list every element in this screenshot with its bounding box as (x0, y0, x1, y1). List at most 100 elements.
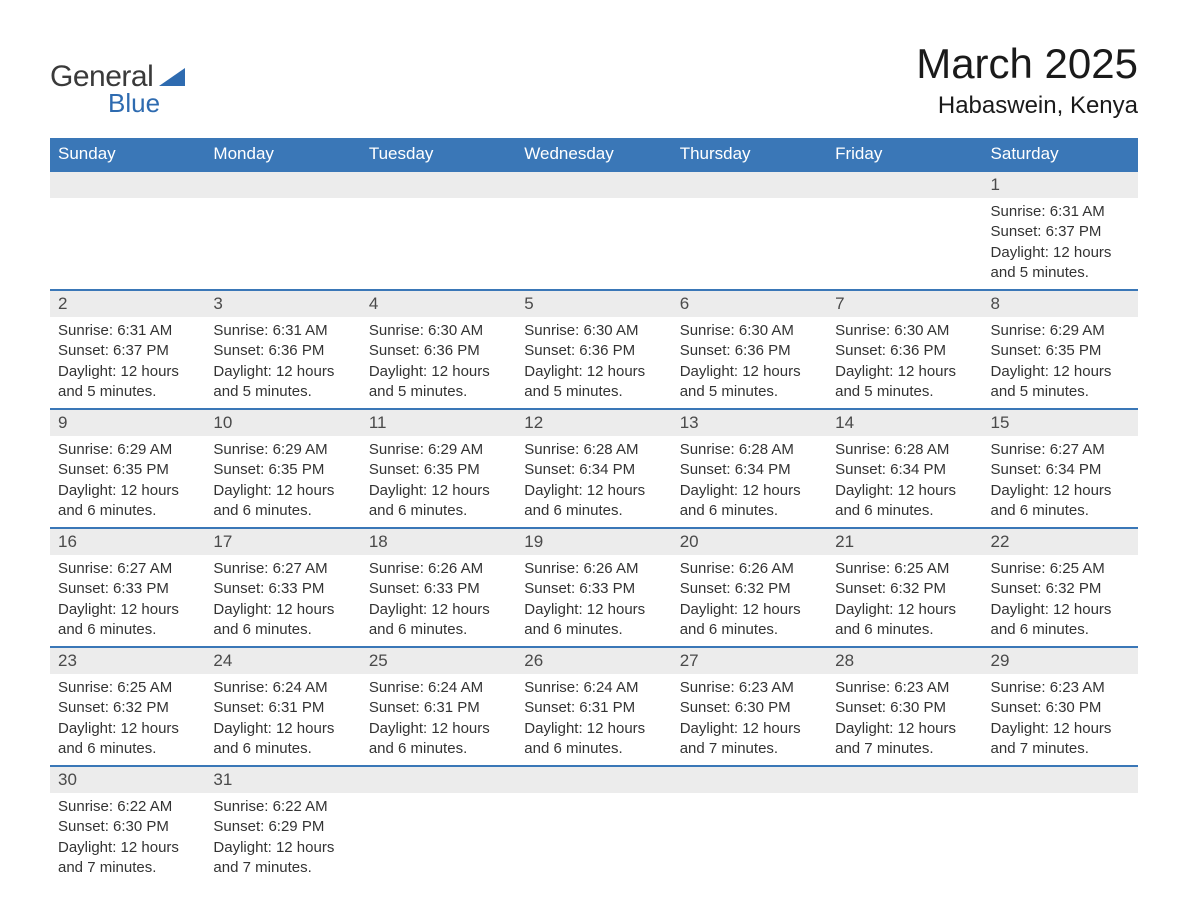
sunrise-text: Sunrise: 6:31 AM (213, 321, 352, 341)
day-detail-cell: Sunrise: 6:26 AMSunset: 6:33 PMDaylight:… (516, 555, 671, 647)
day-number-cell: 30 (50, 766, 205, 793)
day-number-cell: 9 (50, 409, 205, 436)
day-detail-cell: Sunrise: 6:31 AMSunset: 6:37 PMDaylight:… (983, 198, 1138, 290)
weekday-header: Sunday (50, 138, 205, 171)
day-detail-cell: Sunrise: 6:29 AMSunset: 6:35 PMDaylight:… (50, 436, 205, 528)
sunrise-text: Sunrise: 6:30 AM (835, 321, 974, 341)
daylight-text: Daylight: 12 hours and 6 minutes. (524, 719, 663, 760)
sunset-text: Sunset: 6:31 PM (213, 698, 352, 718)
day-detail-row: Sunrise: 6:29 AMSunset: 6:35 PMDaylight:… (50, 436, 1138, 528)
sunset-text: Sunset: 6:34 PM (524, 460, 663, 480)
day-number-cell: 26 (516, 647, 671, 674)
daylight-text: Daylight: 12 hours and 5 minutes. (369, 362, 508, 403)
sunrise-text: Sunrise: 6:30 AM (369, 321, 508, 341)
day-number-cell: 24 (205, 647, 360, 674)
day-number-cell: 25 (361, 647, 516, 674)
day-detail-cell: Sunrise: 6:27 AMSunset: 6:33 PMDaylight:… (50, 555, 205, 647)
day-number-cell: 20 (672, 528, 827, 555)
calendar-table: SundayMondayTuesdayWednesdayThursdayFrid… (50, 138, 1138, 884)
logo-text-blue: Blue (108, 88, 160, 119)
daylight-text: Daylight: 12 hours and 6 minutes. (524, 481, 663, 522)
sunset-text: Sunset: 6:32 PM (991, 579, 1130, 599)
day-detail-cell: Sunrise: 6:24 AMSunset: 6:31 PMDaylight:… (361, 674, 516, 766)
daylight-text: Daylight: 12 hours and 6 minutes. (213, 719, 352, 760)
day-number-cell: 17 (205, 528, 360, 555)
sunrise-text: Sunrise: 6:26 AM (369, 559, 508, 579)
day-number-cell (827, 171, 982, 198)
daylight-text: Daylight: 12 hours and 6 minutes. (213, 600, 352, 641)
daylight-text: Daylight: 12 hours and 6 minutes. (58, 481, 197, 522)
daylight-text: Daylight: 12 hours and 5 minutes. (680, 362, 819, 403)
day-detail-cell (361, 198, 516, 290)
daylight-text: Daylight: 12 hours and 6 minutes. (58, 600, 197, 641)
sunrise-text: Sunrise: 6:22 AM (58, 797, 197, 817)
sunrise-text: Sunrise: 6:23 AM (991, 678, 1130, 698)
sunrise-text: Sunrise: 6:28 AM (680, 440, 819, 460)
day-number-cell (50, 171, 205, 198)
day-number-cell: 10 (205, 409, 360, 436)
day-detail-cell: Sunrise: 6:23 AMSunset: 6:30 PMDaylight:… (827, 674, 982, 766)
daylight-text: Daylight: 12 hours and 6 minutes. (835, 600, 974, 641)
day-detail-cell: Sunrise: 6:29 AMSunset: 6:35 PMDaylight:… (205, 436, 360, 528)
daylight-text: Daylight: 12 hours and 7 minutes. (680, 719, 819, 760)
day-detail-cell: Sunrise: 6:31 AMSunset: 6:37 PMDaylight:… (50, 317, 205, 409)
day-number-cell: 16 (50, 528, 205, 555)
sunrise-text: Sunrise: 6:29 AM (213, 440, 352, 460)
day-detail-cell (672, 198, 827, 290)
sunset-text: Sunset: 6:32 PM (835, 579, 974, 599)
logo-triangle-icon (159, 68, 185, 86)
day-detail-cell: Sunrise: 6:22 AMSunset: 6:29 PMDaylight:… (205, 793, 360, 884)
day-detail-cell: Sunrise: 6:28 AMSunset: 6:34 PMDaylight:… (516, 436, 671, 528)
sunset-text: Sunset: 6:35 PM (991, 341, 1130, 361)
day-number-cell: 4 (361, 290, 516, 317)
sunset-text: Sunset: 6:35 PM (369, 460, 508, 480)
day-detail-cell: Sunrise: 6:24 AMSunset: 6:31 PMDaylight:… (516, 674, 671, 766)
sunset-text: Sunset: 6:36 PM (835, 341, 974, 361)
day-number-cell (516, 171, 671, 198)
day-detail-row: Sunrise: 6:22 AMSunset: 6:30 PMDaylight:… (50, 793, 1138, 884)
sunrise-text: Sunrise: 6:24 AM (213, 678, 352, 698)
sunrise-text: Sunrise: 6:23 AM (680, 678, 819, 698)
day-detail-cell: Sunrise: 6:27 AMSunset: 6:34 PMDaylight:… (983, 436, 1138, 528)
day-number-cell: 18 (361, 528, 516, 555)
sunset-text: Sunset: 6:33 PM (213, 579, 352, 599)
sunrise-text: Sunrise: 6:30 AM (680, 321, 819, 341)
day-detail-cell: Sunrise: 6:30 AMSunset: 6:36 PMDaylight:… (516, 317, 671, 409)
day-detail-cell (983, 793, 1138, 884)
day-number-cell: 29 (983, 647, 1138, 674)
sunrise-text: Sunrise: 6:29 AM (991, 321, 1130, 341)
day-number-cell: 28 (827, 647, 982, 674)
day-detail-cell (50, 198, 205, 290)
sunrise-text: Sunrise: 6:27 AM (58, 559, 197, 579)
sunset-text: Sunset: 6:31 PM (369, 698, 508, 718)
sunset-text: Sunset: 6:30 PM (58, 817, 197, 837)
daylight-text: Daylight: 12 hours and 6 minutes. (58, 719, 197, 760)
sunset-text: Sunset: 6:34 PM (991, 460, 1130, 480)
day-number-cell (672, 171, 827, 198)
weekday-header: Friday (827, 138, 982, 171)
day-detail-cell: Sunrise: 6:26 AMSunset: 6:33 PMDaylight:… (361, 555, 516, 647)
sunrise-text: Sunrise: 6:29 AM (58, 440, 197, 460)
sunset-text: Sunset: 6:29 PM (213, 817, 352, 837)
sunset-text: Sunset: 6:32 PM (58, 698, 197, 718)
daylight-text: Daylight: 12 hours and 6 minutes. (369, 600, 508, 641)
sunrise-text: Sunrise: 6:22 AM (213, 797, 352, 817)
sunrise-text: Sunrise: 6:26 AM (524, 559, 663, 579)
daylight-text: Daylight: 12 hours and 6 minutes. (680, 481, 819, 522)
day-detail-cell: Sunrise: 6:25 AMSunset: 6:32 PMDaylight:… (827, 555, 982, 647)
daylight-text: Daylight: 12 hours and 6 minutes. (991, 600, 1130, 641)
daylight-text: Daylight: 12 hours and 5 minutes. (835, 362, 974, 403)
day-number-cell: 21 (827, 528, 982, 555)
sunrise-text: Sunrise: 6:23 AM (835, 678, 974, 698)
sunset-text: Sunset: 6:30 PM (835, 698, 974, 718)
weekday-header: Thursday (672, 138, 827, 171)
sunset-text: Sunset: 6:35 PM (58, 460, 197, 480)
day-number-cell: 23 (50, 647, 205, 674)
daylight-text: Daylight: 12 hours and 5 minutes. (991, 362, 1130, 403)
day-detail-cell: Sunrise: 6:29 AMSunset: 6:35 PMDaylight:… (361, 436, 516, 528)
day-detail-cell: Sunrise: 6:27 AMSunset: 6:33 PMDaylight:… (205, 555, 360, 647)
sunrise-text: Sunrise: 6:25 AM (835, 559, 974, 579)
day-number-cell: 12 (516, 409, 671, 436)
day-detail-cell: Sunrise: 6:26 AMSunset: 6:32 PMDaylight:… (672, 555, 827, 647)
daylight-text: Daylight: 12 hours and 7 minutes. (991, 719, 1130, 760)
